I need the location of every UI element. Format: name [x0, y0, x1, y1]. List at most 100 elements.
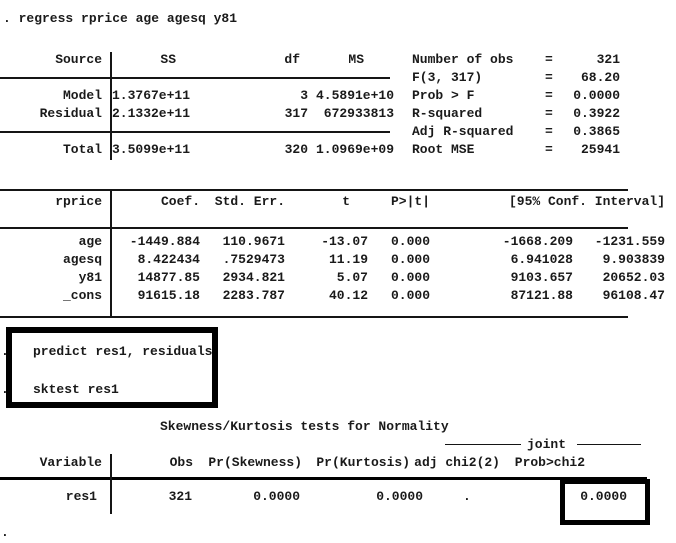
sktest-row-res1: res1 321 0.0000 0.0000 . 0.0000: [0, 488, 676, 506]
joint-dash-right: [577, 444, 641, 445]
anova-vertical-divider: [110, 52, 112, 160]
stderr-value: 110.9671: [222, 234, 285, 249]
anova-source: Residual: [39, 106, 102, 121]
coef-row-age: age -1449.884 110.9671 -13.07 0.000 -166…: [0, 233, 676, 251]
equals-sign: =: [545, 88, 553, 103]
sktest-header-prkurt: Pr(Kurtosis): [316, 455, 410, 470]
joint-dash-left: [445, 444, 521, 445]
stat-value: 0.0000: [573, 88, 620, 103]
prompt-dot: .: [1, 525, 9, 540]
coef-var: y81: [78, 270, 102, 285]
ci-upper: 20652.03: [602, 270, 665, 285]
anova-ss: 3.5099e+11: [111, 142, 190, 157]
t-value: 11.19: [328, 252, 368, 267]
fit-stat-row: F(3, 317) = 68.20: [0, 69, 676, 87]
anova-header-df: df: [284, 52, 300, 67]
anova-header-row: Source SS df MS Number of obs = 321: [0, 51, 676, 69]
stat-value: 321: [596, 52, 620, 67]
sktest-header-variable: Variable: [39, 455, 102, 470]
ci-upper: 96108.47: [602, 288, 665, 303]
coef-value: -1449.884: [129, 234, 200, 249]
coef-var: _cons: [62, 288, 102, 303]
sktest-obs: 321: [168, 489, 192, 504]
stat-label: Number of obs: [412, 52, 514, 67]
anova-ms: 672933813: [323, 106, 394, 121]
ci-upper: -1231.559: [594, 234, 665, 249]
anova-df: 320: [284, 142, 308, 157]
ci-lower: 87121.88: [510, 288, 573, 303]
coef-row-cons: _cons 91615.18 2283.787 40.12 0.000 8712…: [0, 287, 676, 305]
sktest-rule: [0, 477, 647, 480]
sktest-header-adjchi2: adj chi2(2): [414, 455, 500, 470]
coef-header-depvar: rprice: [55, 194, 102, 209]
coef-var: age: [78, 234, 102, 249]
p-value: 0.000: [390, 270, 430, 285]
command-line-sktest: . sktest res1: [0, 381, 676, 399]
anova-ss: 1.3767e+11: [111, 88, 190, 103]
anova-ms: 1.0969e+09: [315, 142, 394, 157]
command-text: predict res1, residuals: [33, 344, 213, 359]
coef-header-row: rprice Coef. Std. Err. t P>|t| [95% Conf…: [0, 193, 676, 211]
coef-header-stderr: Std. Err.: [214, 194, 285, 209]
sktest-prkurt: 0.0000: [376, 489, 423, 504]
fit-stat-row: Adj R-squared = 0.3865: [0, 123, 676, 141]
sktest-adjchi2: .: [463, 489, 471, 504]
sktest-title-row: Skewness/Kurtosis tests for Normality: [0, 418, 676, 436]
p-value: 0.000: [390, 234, 430, 249]
sktest-header-probchi2: Prob>chi2: [514, 455, 585, 470]
prompt-dot: .: [1, 382, 9, 397]
highlight-box-commands: [6, 327, 218, 408]
ci-lower: -1668.209: [502, 234, 573, 249]
stat-label: F(3, 317): [412, 70, 483, 85]
anova-row-total: Total 3.5099e+11 320 1.0969e+09 Root MSE…: [0, 141, 676, 159]
coef-rule-top: [0, 189, 628, 191]
coef-header-t: t: [342, 194, 350, 209]
stat-value: 0.3922: [573, 106, 620, 121]
sktest-variable: res1: [65, 489, 97, 504]
stat-label: Adj R-squared: [412, 124, 514, 139]
command-text: sktest res1: [33, 382, 119, 397]
anova-rule-top: [0, 77, 390, 79]
sktest-title: Skewness/Kurtosis tests for Normality: [160, 419, 449, 434]
t-value: -13.07: [321, 234, 368, 249]
highlight-box-pvalue: [560, 479, 650, 525]
equals-sign: =: [545, 70, 553, 85]
coef-rule-mid: [0, 227, 628, 229]
stat-label: R-squared: [412, 106, 483, 121]
anova-ms: 4.5891e+10: [315, 88, 394, 103]
anova-df: 3: [300, 88, 308, 103]
anova-rule-bottom: [0, 131, 390, 133]
ci-lower: 6.941028: [510, 252, 573, 267]
anova-source: Model: [62, 88, 102, 103]
command-line-predict: . predict res1, residuals: [0, 343, 676, 361]
coef-value: 8.422434: [137, 252, 200, 267]
anova-ss: 2.1332e+11: [111, 106, 190, 121]
stat-value: 68.20: [580, 70, 620, 85]
equals-sign: =: [545, 124, 553, 139]
p-value: 0.000: [390, 252, 430, 267]
anova-df: 317: [284, 106, 308, 121]
coef-var: agesq: [62, 252, 102, 267]
equals-sign: =: [545, 106, 553, 121]
ci-upper: 9.903839: [602, 252, 665, 267]
coef-vertical-divider: [110, 189, 112, 316]
t-value: 40.12: [328, 288, 368, 303]
sktest-probchi2: 0.0000: [580, 489, 627, 504]
command-line-regress: . regress rprice age agesq y81: [0, 10, 676, 28]
sktest-header-row: Variable Obs Pr(Skewness) Pr(Kurtosis) a…: [0, 454, 676, 472]
command-text: . regress rprice age agesq y81: [3, 11, 238, 26]
coef-value: 14877.85: [137, 270, 200, 285]
coef-row-agesq: agesq 8.422434 .7529473 11.19 0.000 6.94…: [0, 251, 676, 269]
equals-sign: =: [545, 142, 553, 157]
stat-value: 25941: [580, 142, 620, 157]
sktest-header-obs: Obs: [169, 455, 193, 470]
coef-row-y81: y81 14877.85 2934.821 5.07 0.000 9103.65…: [0, 269, 676, 287]
stat-label: Root MSE: [412, 142, 475, 157]
stderr-value: 2934.821: [222, 270, 285, 285]
anova-source: Total: [62, 142, 102, 157]
anova-header-source: Source: [55, 52, 102, 67]
ci-lower: 9103.657: [510, 270, 573, 285]
p-value: 0.000: [390, 288, 430, 303]
equals-sign: =: [545, 52, 553, 67]
